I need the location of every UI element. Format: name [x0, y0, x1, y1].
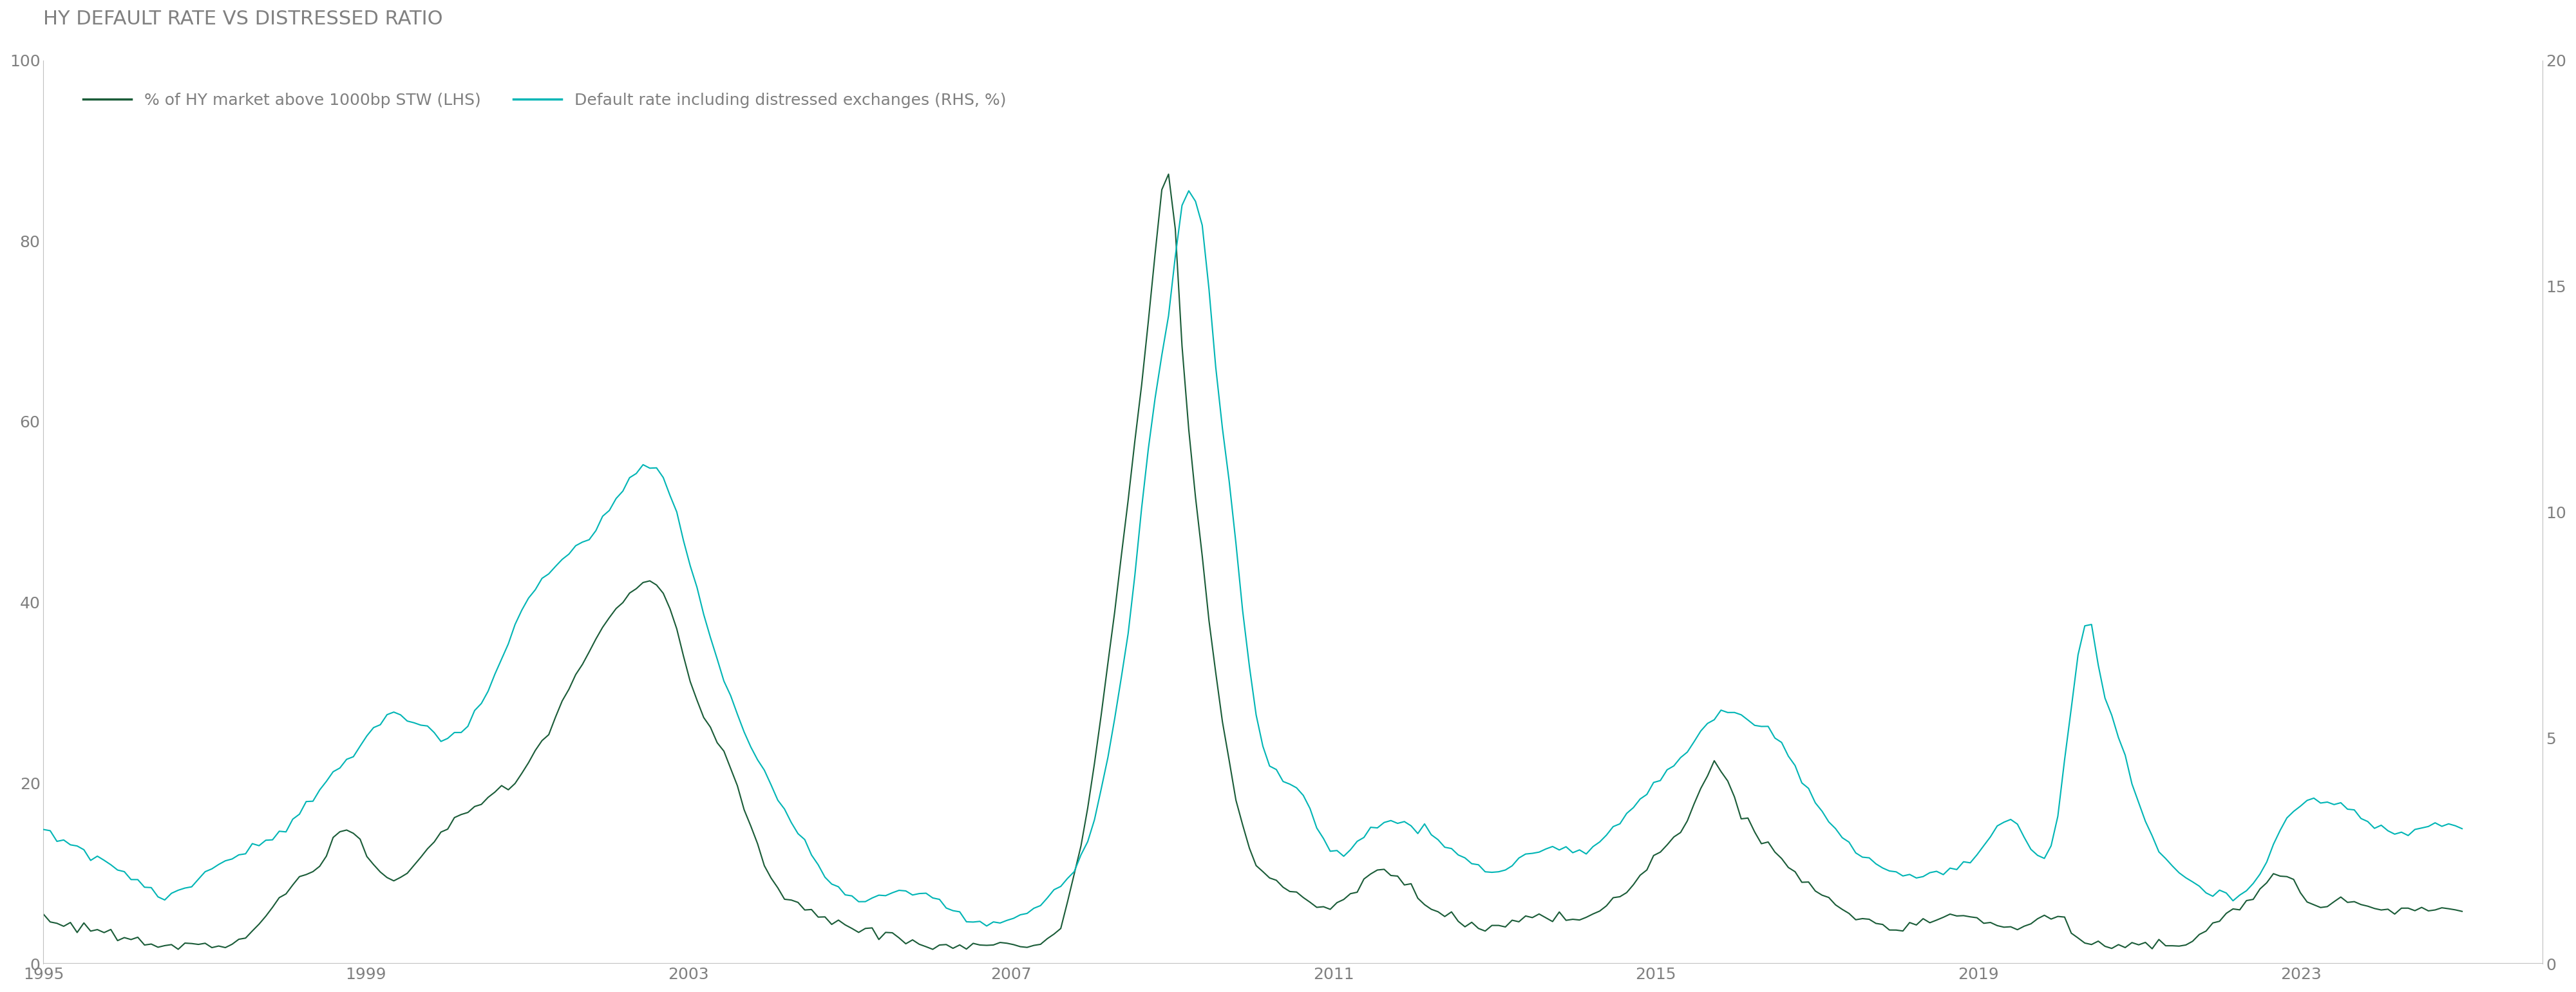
Text: HY DEFAULT RATE VS DISTRESSED RATIO: HY DEFAULT RATE VS DISTRESSED RATIO — [44, 10, 443, 29]
Legend: % of HY market above 1000bp STW (LHS), Default rate including distressed exchang: % of HY market above 1000bp STW (LHS), D… — [77, 86, 1012, 115]
